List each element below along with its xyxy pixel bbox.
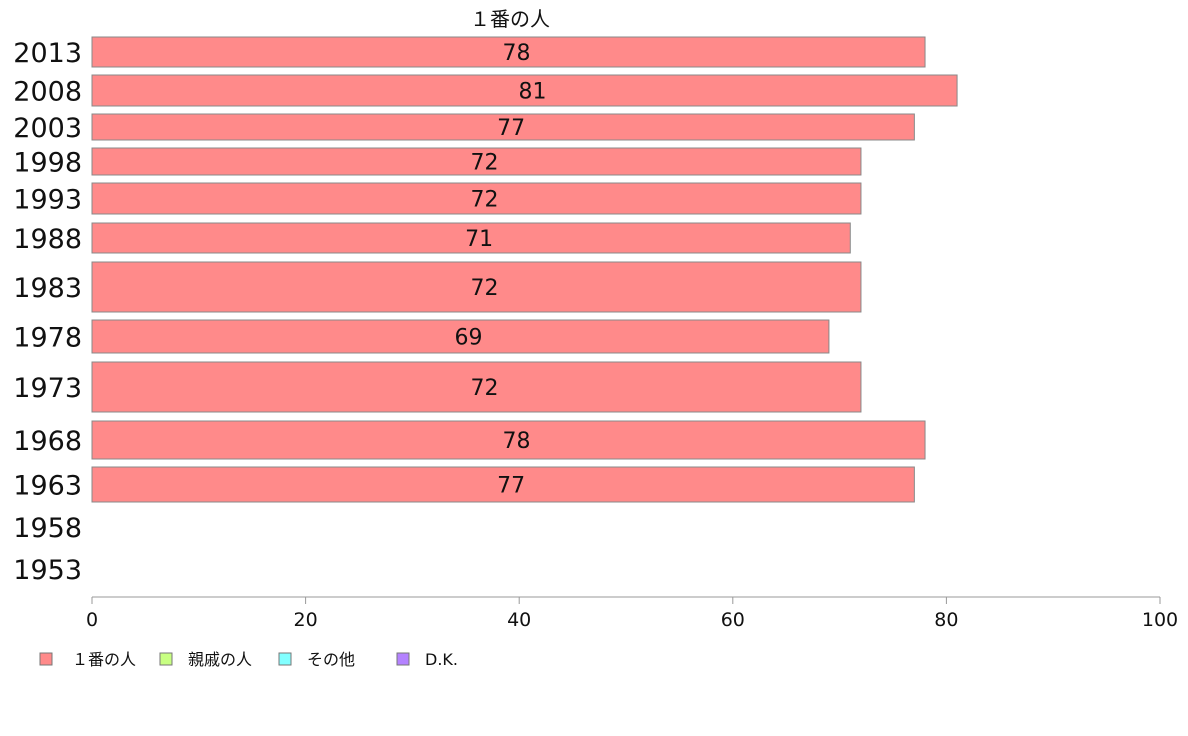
category-label-2003: 2003 bbox=[13, 113, 82, 144]
data-label-1963: 77 bbox=[497, 474, 525, 499]
category-label-1968: 1968 bbox=[13, 426, 82, 457]
category-label-2008: 2008 bbox=[13, 77, 82, 108]
legend-swatch-0 bbox=[39, 652, 53, 666]
data-label-1998: 72 bbox=[470, 151, 498, 176]
category-label-2013: 2013 bbox=[13, 38, 82, 69]
bar-1998 bbox=[91, 147, 862, 176]
bar-2008 bbox=[91, 74, 958, 107]
chart-title: １番の人 bbox=[470, 7, 550, 31]
legend-label-2: その他 bbox=[307, 650, 355, 669]
x-tick-label-0: 0 bbox=[86, 609, 98, 631]
category-label-1973: 1973 bbox=[13, 373, 82, 404]
category-label-1978: 1978 bbox=[13, 323, 82, 354]
bar-1963 bbox=[91, 466, 915, 503]
x-axis: 0 20 40 60 80 100 bbox=[86, 596, 1178, 631]
bar-1978 bbox=[91, 319, 830, 354]
bars-group: 2013 78 2008 81 2003 77 1998 72 1993 72 1988 71 1983… bbox=[13, 36, 958, 586]
data-label-1973: 72 bbox=[470, 376, 498, 401]
category-label-1998: 1998 bbox=[13, 148, 82, 179]
legend-label-0: １番の人 bbox=[72, 650, 136, 669]
legend-label-1: 親戚の人 bbox=[188, 650, 252, 669]
category-label-1953: 1953 bbox=[13, 555, 82, 586]
data-label-2008: 81 bbox=[519, 80, 547, 105]
data-label-2003: 77 bbox=[497, 116, 525, 141]
legend-label-3: D.K. bbox=[425, 650, 458, 669]
bar-1993 bbox=[91, 182, 862, 215]
legend: １番の人 親戚の人 その他 D.K. bbox=[39, 650, 458, 669]
category-label-1988: 1988 bbox=[13, 224, 82, 255]
bar-1988 bbox=[91, 222, 851, 254]
x-tick-label-80: 80 bbox=[934, 609, 958, 631]
data-label-1993: 72 bbox=[470, 188, 498, 213]
category-label-1993: 1993 bbox=[13, 185, 82, 216]
bar-1968 bbox=[91, 420, 926, 460]
x-tick-label-20: 20 bbox=[294, 609, 318, 631]
data-label-1988: 71 bbox=[465, 227, 493, 252]
bar-1973 bbox=[91, 361, 862, 413]
legend-swatch-1 bbox=[159, 652, 173, 666]
legend-swatch-3 bbox=[396, 652, 410, 666]
data-label-1983: 72 bbox=[470, 276, 498, 301]
data-label-1978: 69 bbox=[454, 326, 482, 351]
x-tick-label-100: 100 bbox=[1142, 609, 1178, 631]
bar-2013 bbox=[91, 36, 926, 68]
bar-2003 bbox=[91, 113, 915, 141]
data-label-2013: 78 bbox=[503, 41, 531, 66]
category-label-1963: 1963 bbox=[13, 471, 82, 502]
data-label-1968: 78 bbox=[503, 429, 531, 454]
category-label-1958: 1958 bbox=[13, 513, 82, 544]
legend-swatch-2 bbox=[278, 652, 292, 666]
category-label-1983: 1983 bbox=[13, 273, 82, 304]
bar-1983 bbox=[91, 261, 862, 313]
x-tick-label-60: 60 bbox=[721, 609, 745, 631]
x-tick-label-40: 40 bbox=[507, 609, 531, 631]
